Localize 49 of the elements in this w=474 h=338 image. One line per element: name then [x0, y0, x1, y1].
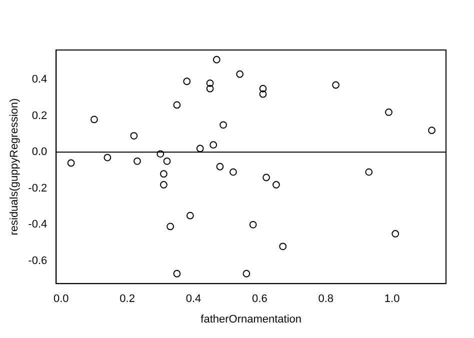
point: [259, 84, 267, 92]
x-tick-label: 0.8: [318, 293, 334, 306]
y-tick-label: 0.0: [32, 146, 48, 158]
point: [210, 141, 218, 149]
point: [206, 79, 214, 87]
point: [160, 170, 168, 178]
point: [160, 181, 168, 188]
point: [242, 270, 250, 278]
y-tick-label: 0.2: [32, 110, 48, 122]
x-tick-label: 0.0: [53, 293, 69, 306]
point: [236, 70, 244, 78]
point: [186, 212, 194, 220]
point: [392, 230, 400, 238]
point: [166, 222, 174, 230]
point: [262, 174, 270, 182]
point: [428, 126, 436, 134]
point: [130, 132, 138, 140]
x-tick-label: 0.4: [186, 293, 202, 306]
point: [212, 56, 220, 64]
point: [134, 157, 141, 165]
point: [173, 101, 181, 109]
point: [196, 144, 204, 152]
point: [90, 116, 98, 124]
x-axis-title: fatherOrnamentation: [200, 313, 302, 326]
point: [163, 157, 171, 165]
point: [279, 242, 287, 250]
y-tick-label: 0.4: [32, 74, 48, 86]
point: [365, 168, 373, 176]
point: [183, 78, 191, 86]
point: [259, 90, 267, 98]
point: [67, 159, 75, 167]
point: [156, 150, 164, 158]
point: [173, 270, 181, 278]
y-tick-label: -0.4: [28, 218, 48, 231]
point: [332, 81, 340, 89]
point: [216, 162, 224, 170]
point: [272, 181, 280, 188]
y-tick-label: -0.6: [28, 254, 48, 267]
point: [249, 220, 257, 228]
point: [385, 108, 392, 116]
x-tick-label: 0.2: [120, 293, 135, 306]
point: [220, 121, 227, 129]
y-tick-label: -0.2: [28, 182, 48, 194]
y-axis-title: residuals(guppyRegression): [8, 98, 21, 236]
x-tick-label: 1.0: [384, 293, 400, 306]
x-tick-label: 0.6: [252, 293, 268, 306]
point: [230, 168, 237, 176]
point: [104, 154, 112, 162]
point: [206, 84, 214, 92]
